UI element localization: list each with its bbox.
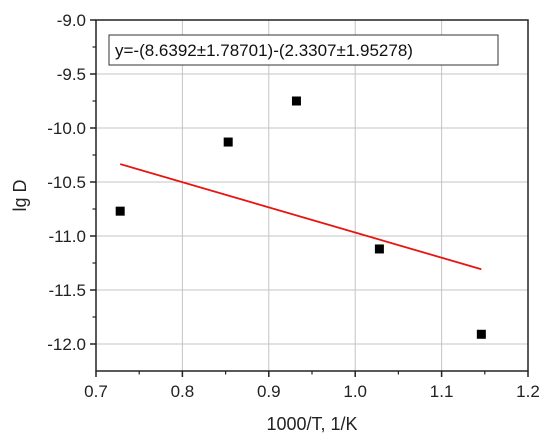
y-tick-label: -12.0 — [47, 335, 86, 354]
plot-frame — [95, 19, 529, 372]
y-tick-label: -10.5 — [47, 173, 86, 192]
data-point — [476, 329, 486, 339]
axis-ticks — [90, 19, 529, 377]
data-point — [291, 96, 301, 106]
y-tick-label: -10.0 — [47, 119, 86, 138]
equation-box-frame — [108, 34, 499, 66]
x-tick-label: 1.1 — [430, 382, 454, 401]
grid — [96, 20, 528, 371]
y-tick-label: -11.5 — [49, 281, 87, 300]
x-tick-label: 1.0 — [343, 382, 367, 401]
data-point — [223, 137, 233, 147]
x-tick-label: 0.8 — [171, 382, 195, 401]
y-tick-label: -11.0 — [49, 227, 87, 246]
y-tick-label: -9.0 — [57, 11, 86, 30]
x-tick-label: 1.2 — [516, 382, 540, 401]
scatter-points — [115, 96, 486, 339]
fit-line — [119, 163, 482, 271]
equation-text: y=-(8.6392±1.78701)-(2.3307±1.95278) — [115, 41, 413, 60]
y-axis-label: lg D — [10, 179, 30, 211]
data-point — [115, 206, 125, 216]
data-point — [374, 244, 384, 254]
equation-box: y=-(8.6392±1.78701)-(2.3307±1.95278) — [108, 34, 499, 66]
y-tick-labels: -9.0 -9.5 -10.0 -10.5 -11.0 -11.5 -12.0 — [47, 11, 86, 354]
fit-line-layer — [119, 163, 482, 271]
x-axis-label: 1000/T, 1/K — [266, 414, 357, 434]
x-tick-label: 0.9 — [257, 382, 281, 401]
x-tick-labels: 0.7 0.8 0.9 1.0 1.1 1.2 — [84, 382, 540, 401]
x-tick-label: 0.7 — [84, 382, 108, 401]
y-tick-label: -9.5 — [57, 65, 86, 84]
